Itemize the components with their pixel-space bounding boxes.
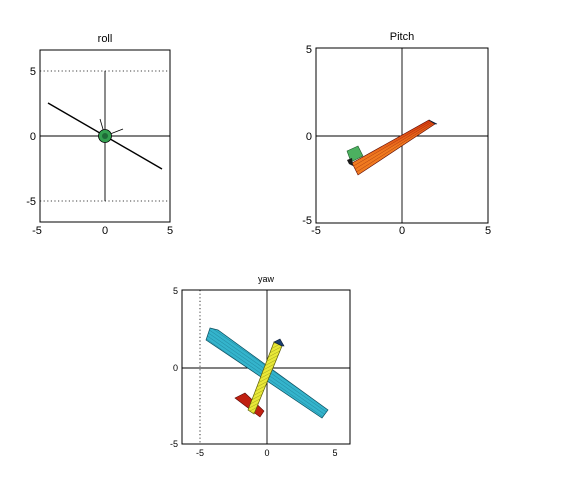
yaw-nose-cone <box>273 338 285 347</box>
yaw-xtick-neg5: -5 <box>196 448 204 458</box>
yaw-grid <box>182 289 351 444</box>
roll-ytick-0: 0 <box>30 131 36 143</box>
yaw-ytick-5: 5 <box>173 286 178 296</box>
pitch-xtick-5: 5 <box>485 225 491 237</box>
pitch-ytick-5: 5 <box>306 44 312 56</box>
roll-nose-center <box>102 133 108 139</box>
yaw-ytick-neg5: -5 <box>170 439 178 449</box>
pitch-fuselage-stripes <box>353 120 434 173</box>
pitch-tail-plane <box>347 158 353 166</box>
roll-chart: roll 5 0 -5 -5 0 5 <box>26 33 173 237</box>
pitch-nose-cone <box>428 119 438 125</box>
pitch-xtick-neg5: -5 <box>311 225 321 237</box>
pitch-xtick-0: 0 <box>399 225 405 237</box>
roll-xtick-5: 5 <box>167 225 173 237</box>
roll-ytick-neg5: -5 <box>26 196 36 208</box>
yaw-ytick-0: 0 <box>173 363 178 373</box>
yaw-xtick-0: 0 <box>264 448 269 458</box>
pitch-ytick-neg5: -5 <box>302 215 312 227</box>
pitch-tail-fin <box>346 145 364 163</box>
yaw-chart: yaw 5 0 -5 -5 0 5 <box>170 274 351 458</box>
roll-xtick-0: 0 <box>102 225 108 237</box>
pitch-chart: Pitch 5 0 -5 -5 0 5 <box>302 31 491 237</box>
pitch-title: Pitch <box>390 31 414 43</box>
roll-ytick-5: 5 <box>30 66 36 78</box>
yaw-xtick-5: 5 <box>332 448 337 458</box>
yaw-title: yaw <box>258 274 275 284</box>
roll-xtick-neg5: -5 <box>32 225 42 237</box>
pitch-ytick-0: 0 <box>306 131 312 143</box>
pitch-grid <box>316 47 489 223</box>
roll-title: roll <box>98 33 113 45</box>
